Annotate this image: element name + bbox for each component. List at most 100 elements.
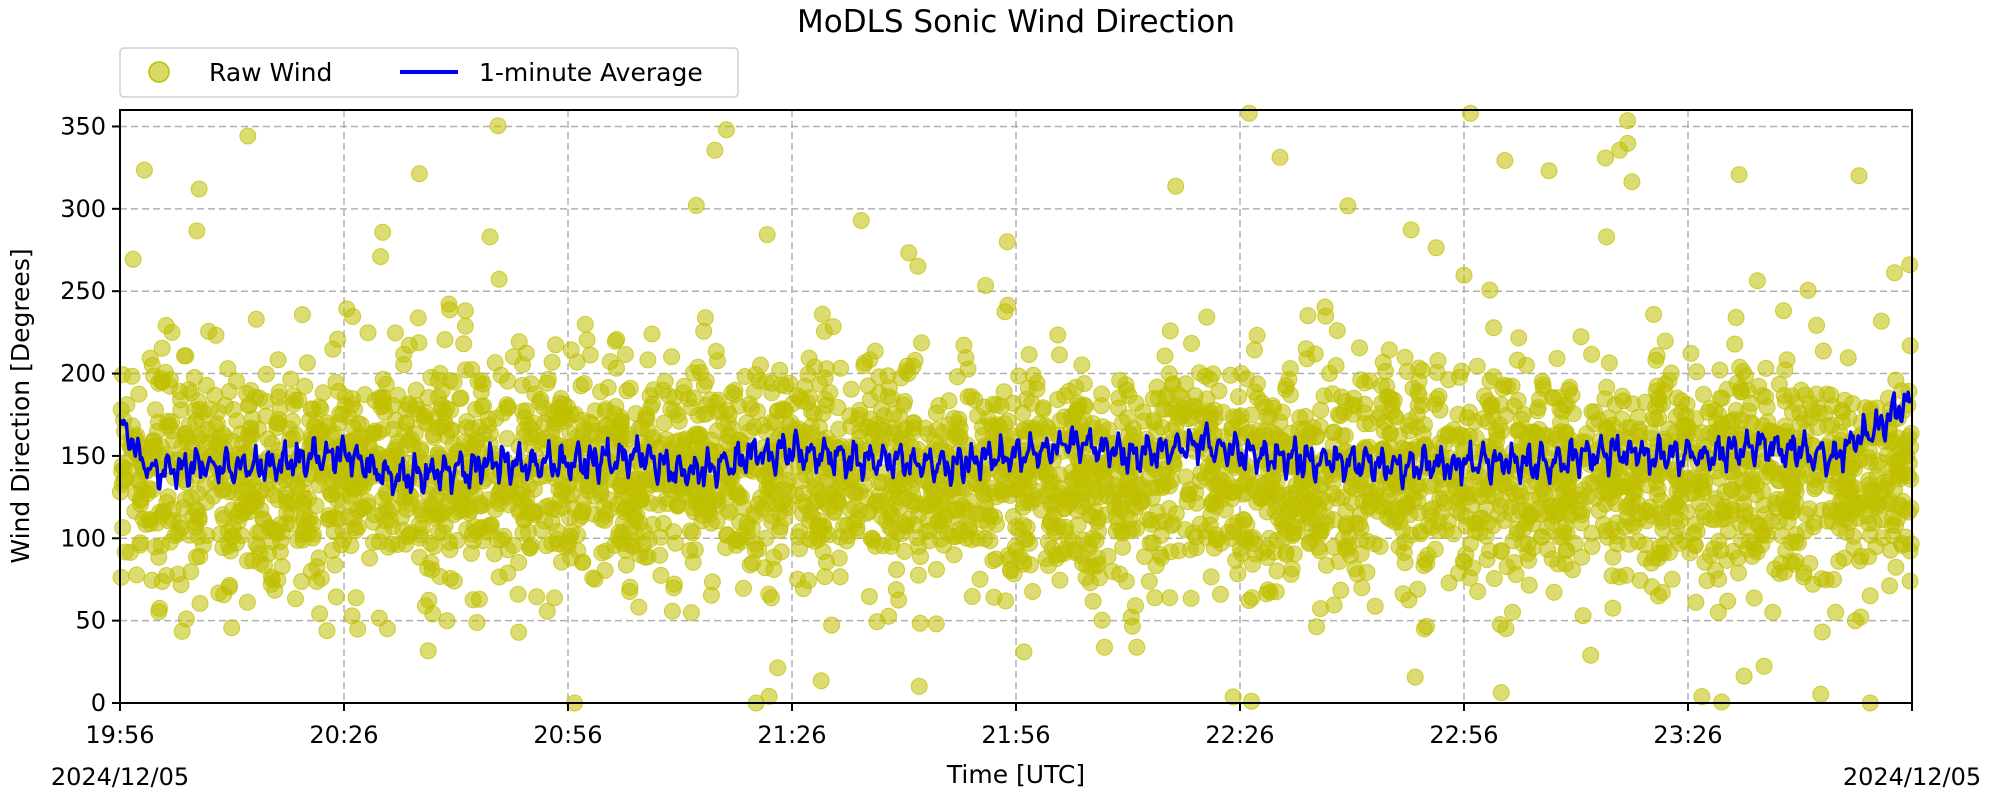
raw-wind-point [1468, 357, 1486, 375]
raw-wind-point [190, 429, 207, 447]
raw-wind-point [728, 486, 746, 504]
raw-wind-point [791, 540, 808, 558]
raw-wind-point [1120, 387, 1138, 405]
chart-title: MoDLS Sonic Wind Direction [797, 4, 1235, 40]
raw-wind-point [386, 324, 404, 342]
raw-wind-point [1803, 402, 1821, 420]
raw-wind-point [434, 524, 452, 541]
raw-wind-point [467, 433, 485, 451]
raw-wind-point [433, 418, 451, 436]
raw-wind-point [1498, 558, 1516, 576]
raw-wind-point [505, 348, 522, 366]
raw-wind-point [1063, 463, 1081, 481]
raw-wind-point [1687, 593, 1705, 611]
raw-wind-point [489, 531, 506, 549]
raw-wind-point [1128, 638, 1146, 656]
raw-wind-point [706, 141, 724, 159]
raw-wind-point [1440, 424, 1458, 442]
raw-wind-point [777, 377, 795, 395]
raw-wind-point [581, 346, 599, 364]
raw-wind-point [1778, 502, 1796, 520]
raw-wind-point [1695, 385, 1712, 403]
raw-wind-point [1015, 643, 1033, 661]
raw-wind-point [1852, 608, 1870, 626]
y-tick-label: 250 [60, 277, 106, 305]
raw-wind-point [1140, 572, 1158, 590]
raw-wind-point [1805, 513, 1823, 531]
raw-wind-point [1451, 368, 1469, 386]
raw-wind-point [1743, 547, 1761, 565]
raw-wind-point [219, 360, 237, 378]
x-end-date: 2024/12/05 [1843, 763, 1981, 791]
raw-wind-point [1051, 346, 1068, 364]
raw-wind-point [198, 527, 216, 544]
raw-wind-point [1481, 281, 1499, 299]
raw-wind-point [1619, 112, 1637, 130]
legend: Raw Wind 1-minute Average [119, 47, 739, 98]
raw-wind-point [481, 228, 499, 246]
raw-wind-point [1613, 387, 1631, 405]
raw-wind-point [1205, 476, 1223, 494]
raw-wind-point [310, 398, 328, 416]
raw-wind-point [464, 591, 482, 609]
raw-wind-point [1049, 326, 1067, 344]
raw-wind-point [1481, 372, 1499, 390]
raw-wind-point [374, 506, 391, 524]
raw-wind-point [651, 546, 669, 564]
raw-wind-point [1557, 542, 1575, 559]
x-axis: 19:56 20:26 20:56 21:26 21:56 22:26 22:56 23:26 [85, 703, 1913, 749]
raw-wind-point [1406, 668, 1424, 686]
raw-wind-point [1656, 332, 1674, 350]
raw-wind-point [298, 354, 316, 372]
raw-wind-point [1641, 498, 1659, 516]
raw-wind-point [966, 391, 984, 409]
raw-wind-point [928, 421, 946, 439]
raw-wind-point [1598, 378, 1616, 396]
raw-wind-point [1520, 576, 1538, 594]
raw-wind-point [423, 561, 441, 579]
raw-wind-point [1368, 502, 1386, 520]
raw-wind-point [1207, 497, 1225, 515]
raw-wind-point [1901, 256, 1919, 274]
raw-wind-point [1461, 403, 1478, 421]
raw-wind-point [326, 556, 344, 574]
raw-wind-point [1386, 407, 1404, 425]
raw-wind-point [486, 545, 503, 563]
raw-wind-point [449, 503, 467, 521]
raw-wind-point [308, 573, 326, 590]
raw-wind-point [1093, 385, 1111, 403]
raw-wind-point [389, 386, 407, 404]
raw-wind-point [1402, 221, 1420, 239]
raw-wind-point [131, 490, 149, 508]
raw-wind-point [1122, 608, 1140, 626]
raw-wind-point [112, 401, 130, 419]
raw-wind-point [177, 347, 195, 365]
raw-wind-point [263, 570, 281, 588]
raw-wind-point [1726, 335, 1744, 353]
raw-wind-point [1870, 452, 1888, 470]
raw-wind-point [1711, 389, 1729, 407]
raw-wind-point [1076, 396, 1093, 414]
raw-wind-point [1366, 597, 1384, 615]
x-tick-label: 21:26 [757, 721, 826, 749]
raw-wind-point [361, 549, 379, 567]
raw-wind-point [1073, 356, 1091, 374]
raw-wind-point [1282, 490, 1300, 508]
raw-wind-point [992, 397, 1010, 415]
raw-wind-point [327, 482, 345, 500]
raw-wind-point [207, 418, 225, 436]
raw-wind-point [1610, 568, 1628, 586]
raw-wind-point [283, 412, 301, 430]
raw-wind-point [1409, 383, 1427, 401]
raw-wind-point [1399, 417, 1417, 435]
raw-wind-point [1639, 476, 1657, 494]
raw-wind-point [456, 317, 474, 335]
raw-wind-point [1325, 538, 1343, 556]
raw-wind-point [1757, 359, 1775, 377]
raw-wind-point [1716, 483, 1734, 501]
raw-wind-point [824, 318, 842, 336]
raw-wind-point [1583, 345, 1601, 363]
raw-wind-point [1371, 537, 1389, 555]
raw-wind-point [1264, 470, 1281, 488]
raw-wind-point [1650, 409, 1668, 427]
